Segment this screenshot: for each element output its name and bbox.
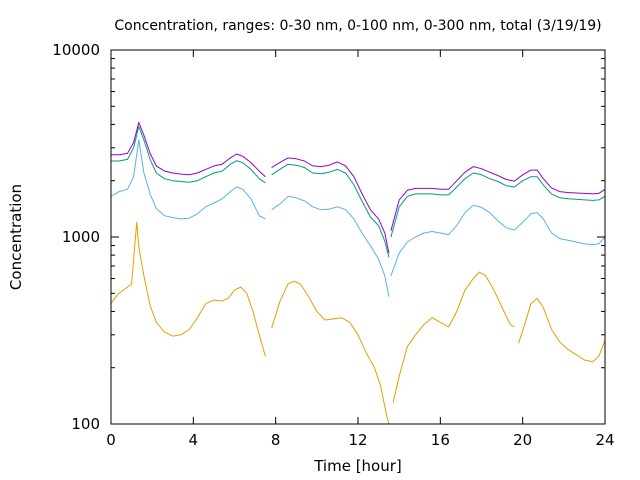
x-axis: 0 4 8 12 16 20 24 <box>106 50 615 449</box>
y-tick-label-1000: 1000 <box>62 228 100 246</box>
series-2-segment-2 <box>271 195 390 297</box>
y-tick-label-100: 100 <box>71 415 100 433</box>
x-tick-label-0: 0 <box>106 431 116 449</box>
series-3-segment-3 <box>390 172 606 238</box>
y-axis: 100 1000 10000 <box>52 41 605 433</box>
y-tick-label-10000: 10000 <box>52 41 100 59</box>
series-2-segment-3 <box>390 204 606 276</box>
x-tick-label-16: 16 <box>431 431 450 449</box>
x-tick-label-12: 12 <box>348 431 367 449</box>
series-2-segment-1 <box>110 139 266 220</box>
series-4-segment-2 <box>271 157 390 254</box>
x-tick-label-8: 8 <box>271 431 281 449</box>
plot-series <box>110 121 606 425</box>
series-1-segment-2 <box>271 280 390 425</box>
series-1-segment-1 <box>110 221 266 357</box>
series-3-segment-1 <box>111 126 266 184</box>
series-3-segment-2 <box>271 163 390 258</box>
series-4-segment-1 <box>111 121 266 178</box>
series-1-segment-3 <box>392 271 515 403</box>
x-axis-label: Time [hour] <box>313 457 402 475</box>
x-tick-label-24: 24 <box>595 431 614 449</box>
chart-title: Concentration, ranges: 0-30 nm, 0-100 nm… <box>114 18 601 34</box>
x-tick-label-4: 4 <box>189 431 199 449</box>
x-tick-label-20: 20 <box>513 431 532 449</box>
y-axis-label: Concentration <box>7 184 25 290</box>
plot-frame <box>110 49 606 425</box>
series-1-segment-4 <box>518 297 606 363</box>
series-4-segment-3 <box>390 166 606 231</box>
